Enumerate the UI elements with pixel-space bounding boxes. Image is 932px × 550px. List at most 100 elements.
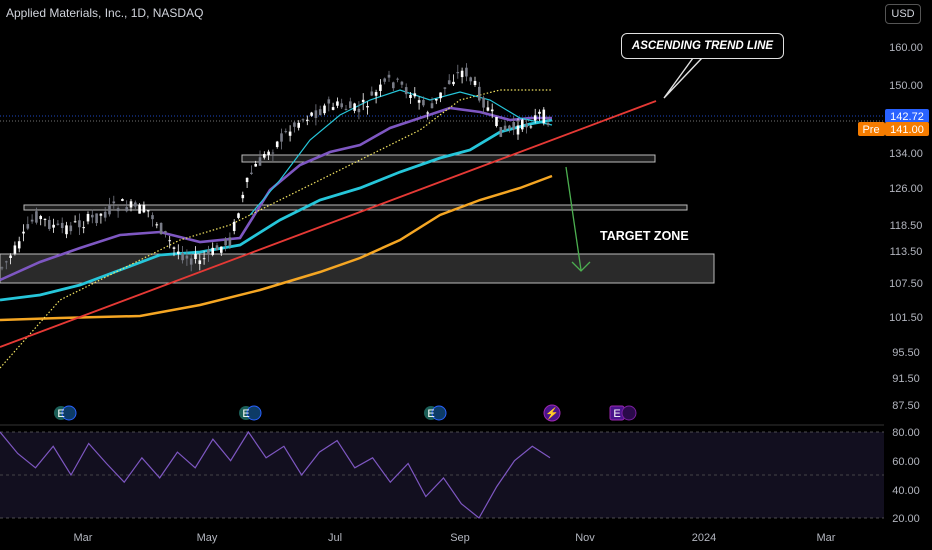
candle-body — [250, 172, 253, 174]
earnings-icon[interactable]: E — [424, 405, 447, 421]
rsi-tick-label: 80.00 — [892, 427, 920, 439]
candle-body — [73, 221, 77, 223]
candle-body — [538, 111, 541, 114]
candle-body — [417, 100, 421, 103]
candle-body — [280, 133, 283, 142]
price-tick-label: 160.00 — [889, 42, 923, 54]
candle-body — [396, 78, 399, 80]
candle-body — [224, 238, 227, 246]
candle-body — [439, 92, 442, 99]
candle-body — [172, 247, 176, 249]
time-tick-label: Nov — [575, 532, 595, 544]
candle-body — [409, 94, 412, 98]
candle-body — [503, 125, 507, 131]
candle-body — [318, 109, 322, 115]
candle-body — [374, 92, 378, 96]
svg-text:E: E — [57, 408, 64, 420]
candle-body — [48, 219, 51, 229]
candle-body — [13, 245, 17, 254]
svg-text:E: E — [427, 408, 434, 420]
rsi-tick-label: 20.00 — [892, 513, 920, 525]
candle-body — [78, 220, 81, 228]
candlesticks — [0, 63, 550, 272]
earnings-icon[interactable]: E — [54, 405, 77, 421]
candle-body — [379, 84, 382, 91]
rsi-line — [0, 430, 551, 519]
candle-body — [43, 218, 47, 220]
candle-body — [181, 253, 184, 261]
candle-body — [275, 141, 279, 148]
last-price-text: 142.72 — [890, 111, 924, 123]
candle-body — [60, 222, 64, 229]
candle-body — [220, 246, 223, 253]
last-price-tag — [885, 109, 929, 123]
candle-body — [211, 247, 214, 255]
dividend-icon[interactable]: ⚡ — [543, 404, 561, 422]
candle-body — [499, 127, 503, 137]
candle-body — [5, 261, 8, 263]
ma50-line — [0, 118, 553, 302]
price-tick-label: 118.50 — [890, 220, 923, 232]
candle-body — [301, 119, 305, 121]
candle-body — [207, 249, 210, 255]
candle-body — [314, 110, 318, 118]
candle-body — [465, 67, 468, 77]
candle-body — [336, 101, 339, 106]
candle-body — [52, 224, 55, 228]
candle-body — [86, 214, 90, 222]
candle-body — [202, 258, 206, 260]
candle-body — [129, 201, 133, 208]
price-tick-label: 101.50 — [889, 312, 923, 324]
candle-body — [9, 255, 12, 259]
ema-fast-line — [249, 89, 553, 216]
candle-body — [288, 131, 292, 136]
candle-body — [533, 115, 537, 121]
candle-body — [168, 240, 171, 242]
candle-body — [361, 99, 365, 103]
pre-label-text: Pre — [862, 124, 879, 136]
rsi-tick-label: 40.00 — [892, 485, 920, 497]
candle-body — [284, 131, 288, 133]
candle-body — [69, 225, 73, 232]
candle-body — [490, 109, 494, 112]
earnings-icon[interactable]: E — [239, 405, 262, 421]
candle-body — [95, 213, 98, 224]
ma200-line — [0, 174, 553, 322]
candle-body — [340, 103, 343, 108]
price-tick-label: 113.50 — [890, 246, 923, 258]
candle-body — [91, 214, 94, 218]
candle-body — [366, 106, 369, 108]
time-tick-label: Mar — [74, 532, 93, 544]
candle-body — [237, 213, 240, 218]
candle-body — [103, 211, 107, 218]
candle-body — [323, 105, 326, 114]
candle-body — [486, 107, 490, 111]
candle-body — [142, 204, 146, 213]
candle-body — [267, 151, 270, 156]
price-tick-label: 126.00 — [889, 183, 923, 195]
time-axis: Mar May Jul Sep Nov 2024 Mar — [74, 532, 836, 544]
rsi-axis: 80.00 60.00 40.00 20.00 — [892, 427, 920, 525]
candle-body — [460, 70, 464, 78]
pre-label-tag — [858, 122, 885, 136]
earnings-icon[interactable]: E — [609, 405, 637, 421]
candle-body — [357, 108, 361, 113]
candle-body — [478, 86, 481, 101]
candle-body — [155, 224, 159, 226]
price-tick-label: 134.00 — [889, 148, 923, 160]
candle-body — [512, 122, 515, 130]
price-tick-label: 95.50 — [892, 347, 920, 359]
candle-body — [306, 119, 309, 121]
price-tick-label: 107.50 — [889, 278, 923, 290]
candle-body — [546, 122, 550, 126]
candle-body — [387, 74, 391, 78]
rsi-band — [0, 432, 884, 518]
candle-body — [134, 202, 137, 207]
candle-body — [108, 205, 111, 215]
candle-body — [452, 81, 455, 85]
candle-body — [151, 215, 154, 220]
currency-button[interactable]: USD — [885, 4, 921, 24]
candle-body — [164, 231, 167, 233]
time-tick-label: 2024 — [692, 532, 716, 544]
